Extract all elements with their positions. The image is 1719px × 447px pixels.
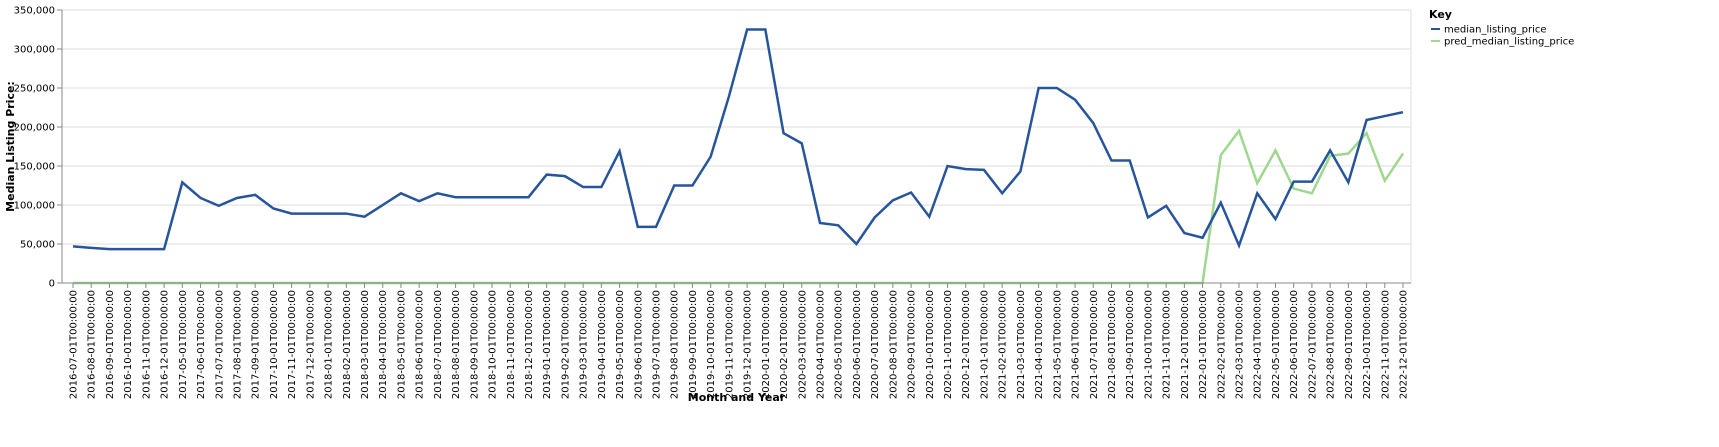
- x-tick-label: 2022-09-01T00:00:00: [1344, 290, 1355, 399]
- x-tick-label: 2021-07-01T00:00:00: [1089, 290, 1100, 399]
- y-tick-label: 350,000: [14, 6, 55, 17]
- x-tick-label: 2018-12-01T00:00:00: [524, 290, 535, 399]
- x-tick-label: 2020-10-01T00:00:00: [925, 290, 936, 399]
- x-tick-label: 2019-10-01T00:00:00: [706, 290, 717, 399]
- x-tick-label: 2021-03-01T00:00:00: [1016, 290, 1027, 399]
- x-tick-label: 2018-07-01T00:00:00: [433, 290, 444, 399]
- x-tick-label: 2020-09-01T00:00:00: [907, 290, 918, 399]
- x-tick-label: 2022-05-01T00:00:00: [1271, 290, 1282, 399]
- x-tick-label: 2021-01-01T00:00:00: [979, 290, 990, 399]
- x-tick-label: 2022-11-01T00:00:00: [1380, 290, 1391, 399]
- legend: Key median_listing_pricepred_median_list…: [1429, 8, 1574, 48]
- x-tick-label: 2020-07-01T00:00:00: [870, 290, 881, 399]
- series-lines: [72, 28, 1405, 285]
- x-tick-label: 2017-06-01T00:00:00: [196, 290, 207, 399]
- x-tick-label: 2016-07-01T00:00:00: [69, 290, 80, 399]
- y-tick-label: 0: [49, 279, 55, 290]
- y-axis-ticks: 0 50,000 100,000 150,000 200,000 250,000 300,0…: [14, 6, 62, 290]
- x-tick-label: 2017-12-01T00:00:00: [305, 290, 316, 399]
- x-tick-label: 2021-04-01T00:00:00: [1034, 290, 1045, 399]
- x-tick-label: 2019-05-01T00:00:00: [615, 290, 626, 399]
- x-tick-label: 2016-10-01T00:00:00: [123, 290, 134, 399]
- axes: [61, 10, 1411, 284]
- x-tick-label: 2017-10-01T00:00:00: [269, 290, 280, 399]
- x-tick-label: 2019-09-01T00:00:00: [688, 290, 699, 399]
- x-tick-label: 2018-01-01T00:00:00: [324, 290, 335, 399]
- x-axis-title: Month and Year: [688, 391, 786, 404]
- x-tick-label: 2021-11-01T00:00:00: [1162, 290, 1173, 399]
- legend-title: Key: [1429, 8, 1452, 21]
- x-tick-label: 2022-03-01T00:00:00: [1235, 290, 1246, 399]
- x-tick-label: 2022-08-01T00:00:00: [1326, 290, 1337, 399]
- x-axis-ticks: 2016-07-01T00:00:00 2016-08-01T00:00:00 20…: [69, 283, 1410, 399]
- x-tick-label: 2021-08-01T00:00:00: [1107, 290, 1118, 399]
- x-tick-label: 2022-07-01T00:00:00: [1307, 290, 1318, 399]
- legend-label: pred_median_listing_price: [1444, 37, 1574, 48]
- x-tick-label: 2019-07-01T00:00:00: [652, 290, 663, 399]
- x-tick-label: 2021-10-01T00:00:00: [1143, 290, 1154, 399]
- x-tick-label: 2021-02-01T00:00:00: [998, 290, 1009, 399]
- y-axis-title: Median Listing Price:: [4, 81, 17, 212]
- x-tick-label: 2021-05-01T00:00:00: [1052, 290, 1063, 399]
- x-tick-label: 2018-04-01T00:00:00: [378, 290, 389, 399]
- x-tick-label: 2022-12-01T00:00:00: [1399, 290, 1410, 399]
- series-line-median_listing_price: [72, 28, 1404, 251]
- x-tick-label: 2019-11-01T00:00:00: [724, 290, 735, 399]
- x-tick-label: 2016-11-01T00:00:00: [141, 290, 152, 399]
- x-tick-label: 2018-09-01T00:00:00: [469, 290, 480, 399]
- legend-label: median_listing_price: [1444, 25, 1547, 36]
- x-tick-label: 2018-11-01T00:00:00: [506, 290, 517, 399]
- x-tick-label: 2019-03-01T00:00:00: [579, 290, 590, 399]
- x-tick-label: 2017-08-01T00:00:00: [232, 290, 243, 399]
- x-tick-label: 2018-02-01T00:00:00: [342, 290, 353, 399]
- y-tick-label: 300,000: [14, 45, 55, 56]
- x-tick-label: 2020-11-01T00:00:00: [943, 290, 954, 399]
- x-tick-label: 2019-12-01T00:00:00: [743, 290, 754, 399]
- x-tick-label: 2022-10-01T00:00:00: [1362, 290, 1373, 399]
- x-tick-label: 2019-01-01T00:00:00: [542, 290, 553, 399]
- x-tick-label: 2020-03-01T00:00:00: [797, 290, 808, 399]
- x-tick-label: 2017-05-01T00:00:00: [178, 290, 189, 399]
- y-tick-label: 200,000: [14, 123, 55, 134]
- x-tick-label: 2020-06-01T00:00:00: [852, 290, 863, 399]
- y-tick-label: 100,000: [14, 201, 55, 212]
- x-tick-label: 2016-08-01T00:00:00: [87, 290, 98, 399]
- x-tick-label: 2017-07-01T00:00:00: [214, 290, 225, 399]
- x-tick-label: 2022-04-01T00:00:00: [1253, 290, 1264, 399]
- y-tick-label: 250,000: [14, 84, 55, 95]
- x-tick-label: 2019-04-01T00:00:00: [597, 290, 608, 399]
- x-tick-label: 2022-06-01T00:00:00: [1289, 290, 1300, 399]
- x-tick-label: 2018-08-01T00:00:00: [451, 290, 462, 399]
- x-tick-label: 2020-05-01T00:00:00: [834, 290, 845, 399]
- x-tick-label: 2020-12-01T00:00:00: [961, 290, 972, 399]
- x-tick-label: 2018-05-01T00:00:00: [396, 290, 407, 399]
- x-tick-label: 2022-02-01T00:00:00: [1216, 290, 1227, 399]
- x-tick-label: 2020-08-01T00:00:00: [888, 290, 899, 399]
- x-tick-label: 2018-06-01T00:00:00: [415, 290, 426, 399]
- x-tick-label: 2016-12-01T00:00:00: [160, 290, 171, 399]
- x-tick-label: 2016-09-01T00:00:00: [105, 290, 116, 399]
- x-tick-label: 2018-10-01T00:00:00: [488, 290, 499, 399]
- x-tick-label: 2019-06-01T00:00:00: [633, 290, 644, 399]
- x-tick-label: 2022-01-01T00:00:00: [1198, 290, 1209, 399]
- x-tick-label: 2019-02-01T00:00:00: [560, 290, 571, 399]
- x-tick-label: 2021-09-01T00:00:00: [1125, 290, 1136, 399]
- gridlines: [62, 9, 1412, 284]
- x-tick-label: 2020-01-01T00:00:00: [761, 290, 772, 399]
- x-tick-label: 2017-09-01T00:00:00: [251, 290, 262, 399]
- x-tick-label: 2021-06-01T00:00:00: [1071, 290, 1082, 399]
- x-tick-label: 2020-04-01T00:00:00: [815, 290, 826, 399]
- y-tick-label: 50,000: [20, 240, 55, 251]
- y-tick-label: 150,000: [14, 162, 55, 173]
- x-tick-label: 2017-11-01T00:00:00: [287, 290, 298, 399]
- x-tick-label: 2018-03-01T00:00:00: [360, 290, 371, 399]
- x-tick-label: 2020-02-01T00:00:00: [779, 290, 790, 399]
- x-tick-label: 2021-12-01T00:00:00: [1180, 290, 1191, 399]
- x-tick-label: 2019-08-01T00:00:00: [670, 290, 681, 399]
